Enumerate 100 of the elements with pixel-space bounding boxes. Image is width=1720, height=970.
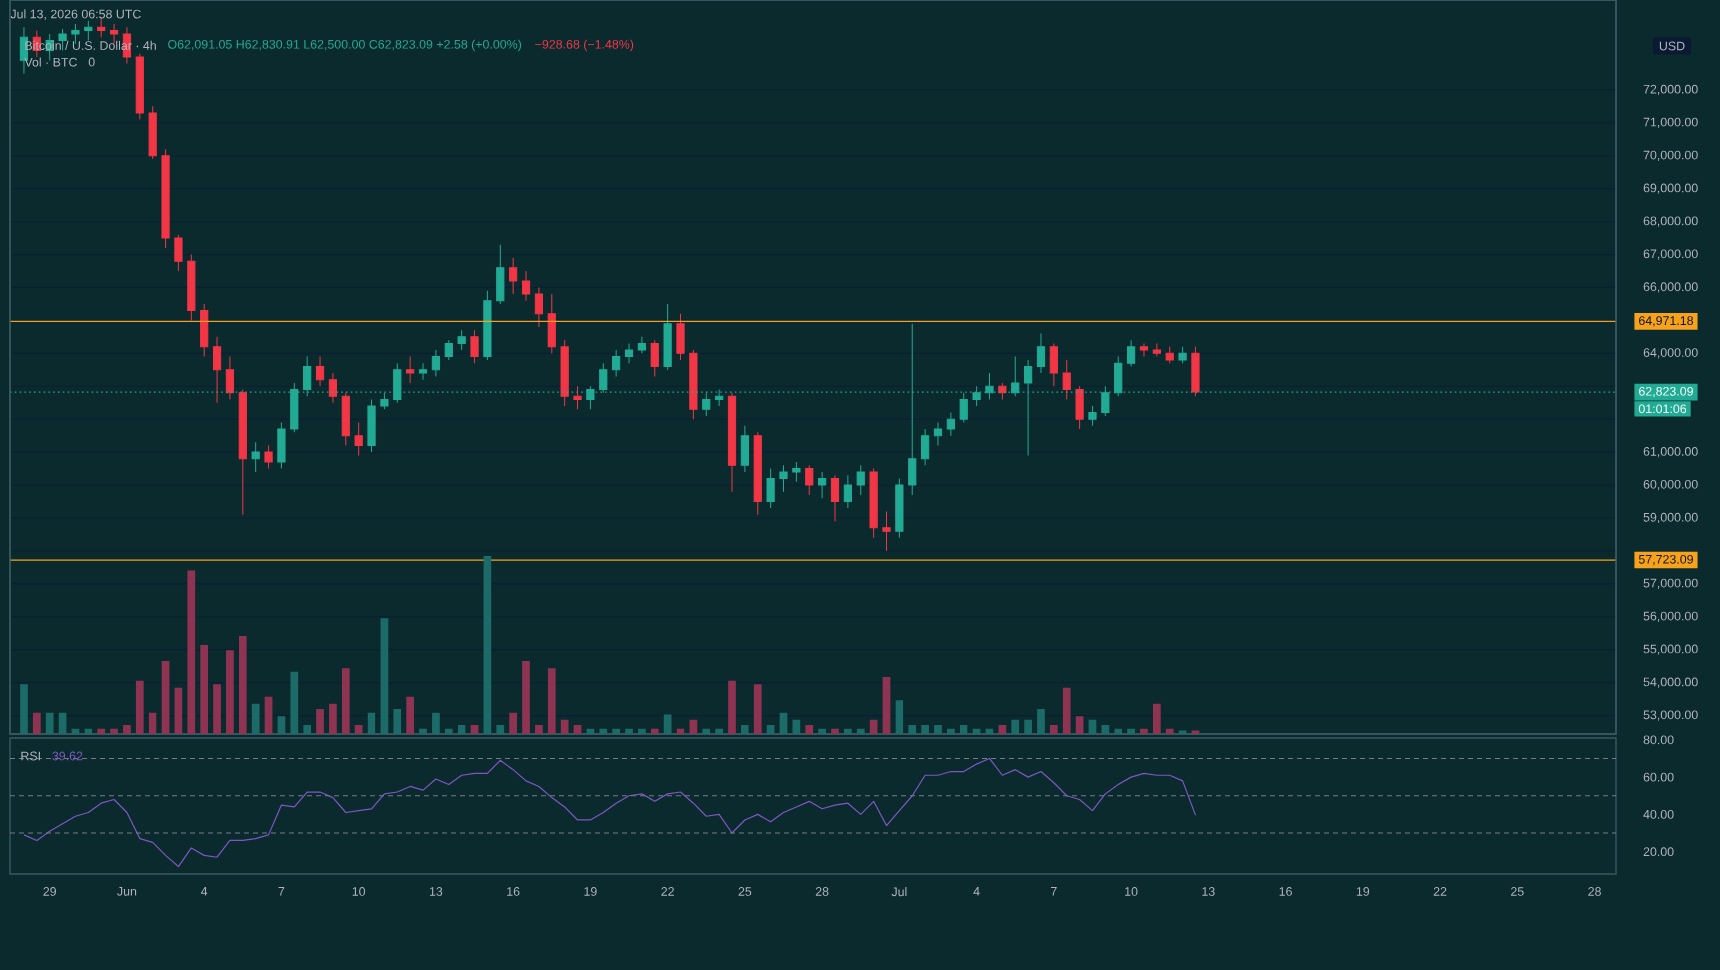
candlestick	[933, 421, 943, 447]
candlestick	[895, 477, 904, 539]
candlestick	[805, 464, 814, 496]
candlestick	[766, 468, 775, 509]
candlestick	[457, 329, 466, 351]
candlestick	[470, 329, 479, 364]
candlestick	[444, 339, 453, 361]
bar	[277, 716, 286, 734]
bar	[908, 725, 917, 734]
bar	[457, 725, 466, 734]
candlestick	[483, 290, 492, 361]
candlestick	[818, 471, 827, 499]
candlestick	[908, 323, 917, 496]
bar	[470, 725, 479, 734]
candlestick	[959, 392, 968, 423]
candlestick	[830, 474, 840, 522]
candlestick	[264, 445, 273, 470]
bar	[715, 728, 723, 734]
candlestick	[1165, 346, 1174, 364]
bar	[135, 680, 144, 734]
bar	[947, 728, 955, 734]
bar	[1101, 725, 1110, 734]
candlestick	[328, 372, 338, 404]
candlestick	[534, 286, 543, 328]
bar	[97, 728, 106, 734]
candlestick	[702, 392, 711, 417]
bar	[393, 709, 402, 734]
bar	[123, 725, 131, 734]
bar	[702, 728, 711, 734]
bar	[496, 725, 505, 734]
bar	[547, 668, 556, 734]
candlestick	[509, 257, 518, 295]
bar	[110, 728, 118, 734]
candlestick	[97, 16, 106, 38]
candlestick	[882, 510, 891, 552]
bar	[303, 725, 312, 734]
bar	[341, 668, 350, 734]
bar	[406, 696, 415, 734]
candlestick	[367, 398, 376, 453]
bar	[650, 728, 659, 734]
bar	[895, 700, 904, 734]
candlestick	[135, 53, 144, 121]
bar	[419, 728, 427, 734]
candlestick	[921, 428, 930, 466]
candlestick	[200, 303, 209, 358]
candlestick	[1139, 342, 1149, 358]
candlestick	[251, 441, 260, 473]
candlestick	[71, 23, 80, 45]
candlestick	[612, 349, 621, 377]
candlestick	[1049, 342, 1058, 387]
candlestick	[225, 356, 235, 400]
bar	[882, 677, 891, 734]
bar	[1011, 719, 1020, 734]
candlestick	[1075, 385, 1084, 430]
bar	[354, 725, 363, 734]
candlestick	[238, 389, 247, 516]
bar	[959, 725, 968, 734]
candlestick	[676, 313, 685, 361]
candlestick	[637, 336, 646, 354]
bar	[45, 712, 54, 734]
candlestick	[315, 356, 325, 387]
bar	[161, 661, 170, 734]
bar	[238, 636, 247, 734]
candlestick	[1191, 346, 1200, 397]
bar	[1062, 687, 1071, 734]
bar	[200, 645, 209, 734]
bar	[612, 728, 620, 734]
candlestick	[689, 349, 698, 420]
candlestick	[1036, 333, 1046, 374]
candlestick	[843, 474, 852, 509]
candlestick	[650, 339, 659, 377]
candlestick	[998, 382, 1007, 400]
candlestick	[869, 468, 878, 539]
candlestick	[1088, 405, 1097, 427]
bar	[432, 712, 440, 734]
bar	[1024, 719, 1032, 734]
candlestick	[573, 385, 582, 410]
candlestick	[174, 234, 183, 272]
candlestick	[58, 28, 67, 51]
bar	[380, 618, 389, 734]
bar	[741, 725, 749, 734]
bar	[998, 725, 1007, 734]
bar	[844, 728, 852, 734]
bar	[753, 684, 762, 734]
bar	[444, 728, 453, 734]
bar	[509, 712, 518, 734]
candlestick	[1152, 342, 1161, 358]
bar	[187, 570, 196, 734]
bar	[663, 714, 672, 734]
candlestick	[1126, 339, 1136, 367]
bar	[251, 703, 260, 734]
candlestick	[560, 339, 569, 407]
bar	[316, 709, 324, 734]
candlestick	[406, 356, 415, 384]
bar	[20, 684, 28, 734]
bar	[934, 725, 942, 734]
bar	[728, 680, 736, 734]
bar	[264, 696, 273, 734]
bar	[766, 725, 775, 734]
candlestick	[212, 336, 222, 404]
